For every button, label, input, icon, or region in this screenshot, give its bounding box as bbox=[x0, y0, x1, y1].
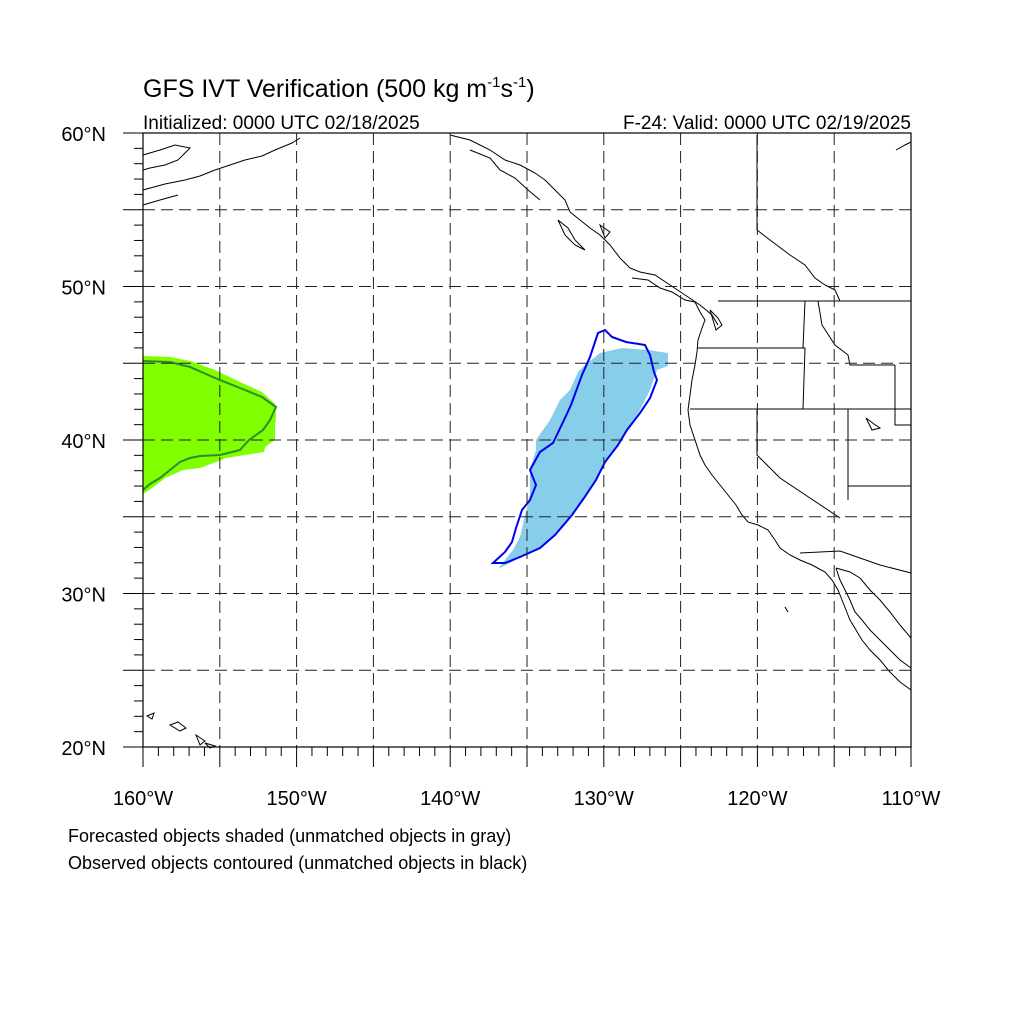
footnote-forecast: Forecasted objects shaded (unmatched obj… bbox=[68, 826, 511, 846]
initialized-label: Initialized: 0000 UTC 02/18/2025 bbox=[143, 113, 420, 134]
lon-label: 140°W bbox=[420, 788, 480, 810]
state-borders bbox=[690, 135, 912, 574]
lat-label: 50°N bbox=[61, 278, 106, 300]
lon-label: 150°W bbox=[266, 788, 326, 810]
lat-label: 20°N bbox=[61, 738, 106, 760]
observed-contour-green bbox=[142, 360, 278, 491]
lat-label: 60°N bbox=[61, 124, 106, 146]
valid-label: F-24: Valid: 0000 UTC 02/19/2025 bbox=[623, 113, 911, 134]
coastlines bbox=[142, 134, 912, 749]
observed-contour-blue bbox=[490, 328, 659, 564]
lon-label: 120°W bbox=[727, 788, 787, 810]
lon-label: 160°W bbox=[113, 788, 173, 810]
lat-label: 30°N bbox=[61, 585, 106, 607]
lon-label: 110°W bbox=[882, 788, 941, 810]
figure-title: GFS IVT Verification (500 kg m-1s-1) bbox=[143, 74, 535, 103]
latitude-labels: 60°N 50°N 40°N 30°N 20°N bbox=[61, 124, 106, 760]
longitude-labels: 160°W 150°W 140°W 130°W 120°W 110°W bbox=[113, 788, 941, 810]
lat-label: 40°N bbox=[61, 431, 106, 453]
forecast-object-blue bbox=[498, 348, 668, 569]
graticule bbox=[143, 133, 911, 747]
lon-label: 130°W bbox=[574, 788, 634, 810]
footnote-observed: Observed objects contoured (unmatched ob… bbox=[68, 853, 527, 873]
forecast-object-green bbox=[143, 356, 276, 494]
map-panel: 160°W 150°W 140°W 130°W 120°W 110°W 60°N 50°N 4… bbox=[61, 124, 940, 810]
tick-marks bbox=[123, 132, 912, 767]
